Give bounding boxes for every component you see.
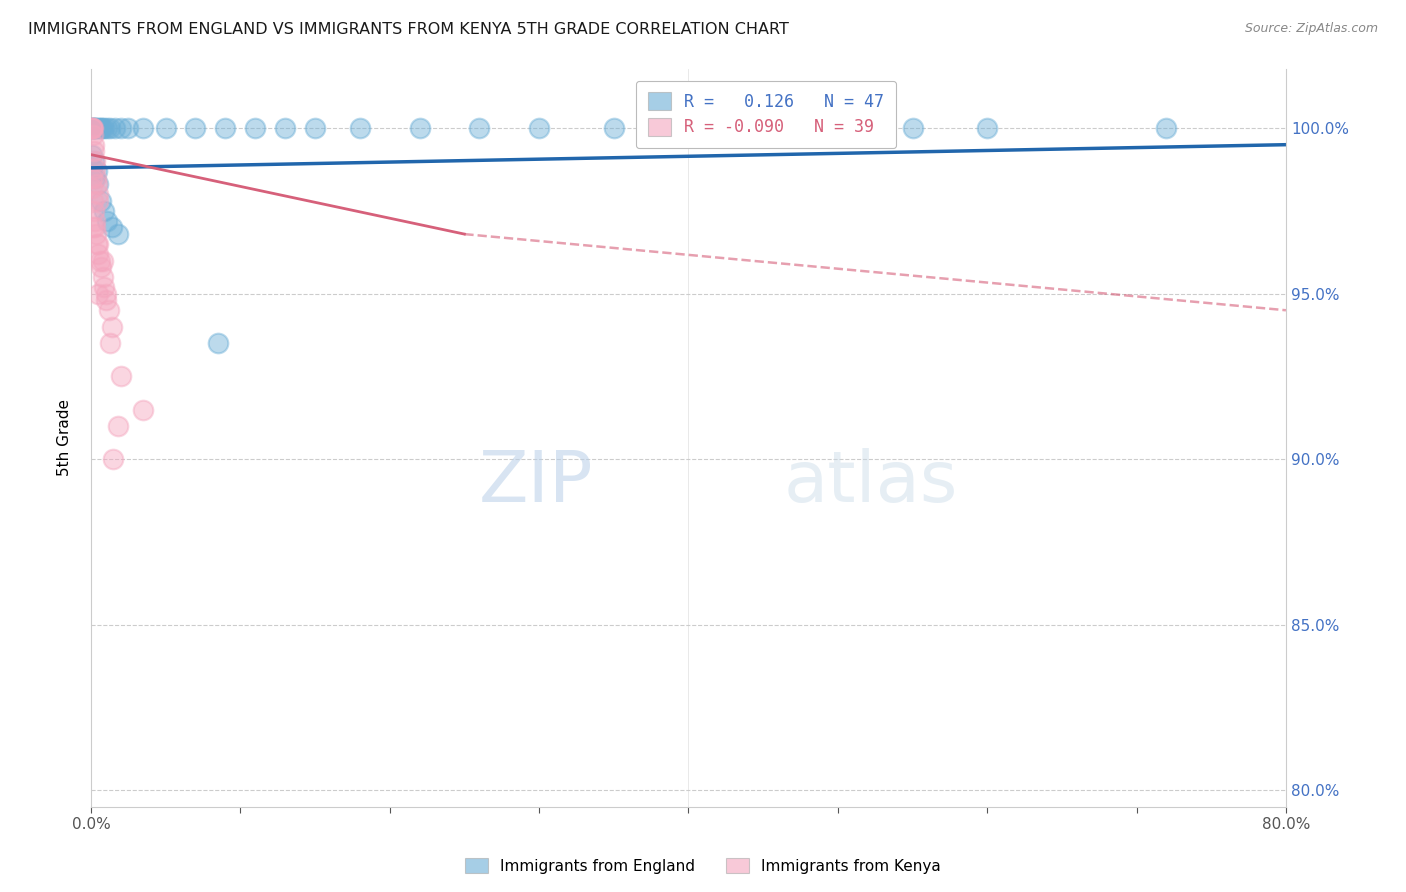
Point — [90, 260, 112, 275]
Point — [82, 121, 104, 136]
Point — [97, 303, 120, 318]
Point — [103, 452, 125, 467]
Point — [101, 319, 124, 334]
Point — [80, 121, 103, 136]
Point — [84, 161, 107, 175]
Point — [96, 121, 118, 136]
Text: ZIP: ZIP — [478, 448, 593, 516]
Point — [104, 121, 127, 136]
Point — [214, 121, 236, 136]
Point — [91, 253, 114, 268]
Point — [82, 194, 104, 208]
Point — [110, 121, 132, 136]
Point — [83, 214, 105, 228]
Point — [274, 121, 297, 136]
Point — [184, 121, 207, 136]
Point — [245, 121, 267, 136]
Point — [84, 170, 107, 185]
Point — [87, 247, 110, 261]
Point — [752, 121, 775, 136]
Point — [86, 121, 108, 136]
Point — [90, 194, 112, 208]
Text: Source: ZipAtlas.com: Source: ZipAtlas.com — [1244, 22, 1378, 36]
Point — [527, 121, 550, 136]
Point — [101, 220, 124, 235]
Point — [107, 227, 129, 241]
Point — [132, 402, 155, 417]
Point — [84, 121, 107, 136]
Point — [82, 121, 104, 136]
Point — [107, 419, 129, 434]
Point — [901, 121, 924, 136]
Point — [82, 220, 104, 235]
Point — [468, 121, 491, 136]
Point — [827, 121, 849, 136]
Point — [83, 203, 105, 218]
Point — [82, 180, 104, 194]
Point — [83, 154, 105, 169]
Point — [87, 178, 110, 192]
Y-axis label: 5th Grade: 5th Grade — [58, 400, 72, 476]
Point — [1156, 121, 1178, 136]
Point — [82, 161, 104, 175]
Point — [82, 121, 104, 136]
Point — [82, 128, 104, 142]
Point — [83, 121, 105, 136]
Point — [155, 121, 177, 136]
Legend: R =   0.126   N = 47, R = -0.090   N = 39: R = 0.126 N = 47, R = -0.090 N = 39 — [636, 80, 896, 148]
Point — [98, 336, 121, 351]
Point — [83, 145, 105, 159]
Point — [93, 203, 115, 218]
Point — [976, 121, 998, 136]
Point — [80, 170, 103, 185]
Point — [80, 147, 103, 161]
Point — [132, 121, 155, 136]
Point — [86, 178, 108, 192]
Point — [678, 121, 700, 136]
Point — [304, 121, 326, 136]
Point — [98, 121, 121, 136]
Point — [83, 154, 105, 169]
Point — [82, 121, 104, 136]
Point — [110, 369, 132, 384]
Point — [408, 121, 430, 136]
Point — [86, 187, 108, 202]
Point — [90, 121, 112, 136]
Point — [87, 194, 110, 208]
Point — [86, 237, 108, 252]
Point — [91, 270, 114, 285]
Point — [603, 121, 626, 136]
Point — [117, 121, 139, 136]
Point — [89, 253, 111, 268]
Point — [94, 293, 117, 308]
Point — [207, 336, 229, 351]
Point — [87, 286, 110, 301]
Point — [82, 121, 104, 136]
Point — [91, 121, 114, 136]
Point — [89, 121, 111, 136]
Point — [87, 237, 110, 252]
Point — [86, 164, 108, 178]
Point — [80, 121, 103, 136]
Point — [93, 121, 115, 136]
Text: atlas: atlas — [785, 448, 959, 516]
Point — [93, 280, 115, 294]
Point — [94, 286, 117, 301]
Point — [84, 220, 107, 235]
Text: IMMIGRANTS FROM ENGLAND VS IMMIGRANTS FROM KENYA 5TH GRADE CORRELATION CHART: IMMIGRANTS FROM ENGLAND VS IMMIGRANTS FR… — [28, 22, 789, 37]
Point — [96, 214, 118, 228]
Point — [83, 137, 105, 152]
Point — [84, 227, 107, 241]
Legend: Immigrants from England, Immigrants from Kenya: Immigrants from England, Immigrants from… — [460, 852, 946, 880]
Point — [84, 170, 107, 185]
Point — [349, 121, 371, 136]
Point — [84, 121, 107, 136]
Point — [83, 121, 105, 136]
